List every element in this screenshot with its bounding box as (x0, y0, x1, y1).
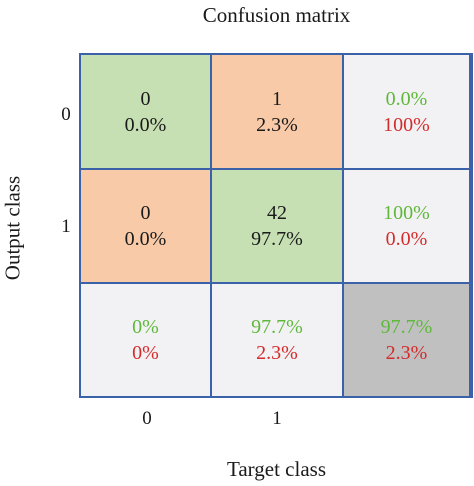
cell-correct-rate: 97.7% (380, 316, 433, 338)
matrix-cell-r1-c0: 0 0.0% (79, 168, 212, 284)
cell-count: 0 (140, 87, 151, 110)
cell-correct-rate: 0% (132, 316, 159, 338)
matrix-cell-r0-c1: 1 2.3% (210, 53, 344, 170)
cell-percent: 0.0% (124, 228, 167, 250)
cell-correct-rate: 97.7% (251, 316, 303, 338)
matrix-cell-r0-c2: 0.0% 100% (342, 53, 471, 170)
x-tick-label-0: 0 (142, 408, 152, 429)
matrix-cell-r1-c2: 100% 0.0% (342, 168, 471, 284)
matrix-cell-r2-c0: 0% 0% (79, 282, 212, 398)
chart-title: Confusion matrix (202, 3, 351, 27)
y-tick-label-0: 0 (61, 104, 71, 125)
confusion-matrix-grid: 0 0.0% 1 2.3% 0.0% 100% 0 0.0% 42 97.7% 100% 0.0% 0%… (79, 53, 473, 398)
cell-correct-rate: 0.0% (385, 87, 428, 110)
cell-error-rate: 0.0% (385, 228, 428, 250)
cell-count: 42 (267, 202, 287, 224)
matrix-cell-r2-c1: 97.7% 2.3% (210, 282, 344, 398)
cell-error-rate: 2.3% (385, 342, 428, 364)
y-axis-label: Output class (0, 175, 25, 281)
matrix-cell-r0-c0: 0 0.0% (79, 53, 212, 170)
matrix-cell-r1-c1: 42 97.7% (210, 168, 344, 284)
x-tick-label-1: 1 (272, 408, 282, 429)
cell-error-rate: 100% (383, 113, 430, 136)
matrix-cell-r2-c2: 97.7% 2.3% (342, 282, 471, 398)
y-tick-label-1: 1 (61, 216, 71, 237)
cell-percent: 97.7% (251, 228, 303, 250)
cell-count: 0 (140, 202, 151, 224)
cell-percent: 0.0% (124, 113, 167, 136)
x-axis-label: Target class (226, 457, 327, 481)
cell-correct-rate: 100% (383, 202, 430, 224)
cell-error-rate: 0% (132, 342, 159, 364)
cell-percent: 2.3% (256, 113, 298, 136)
cell-error-rate: 2.3% (256, 342, 298, 364)
cell-count: 1 (272, 87, 282, 110)
